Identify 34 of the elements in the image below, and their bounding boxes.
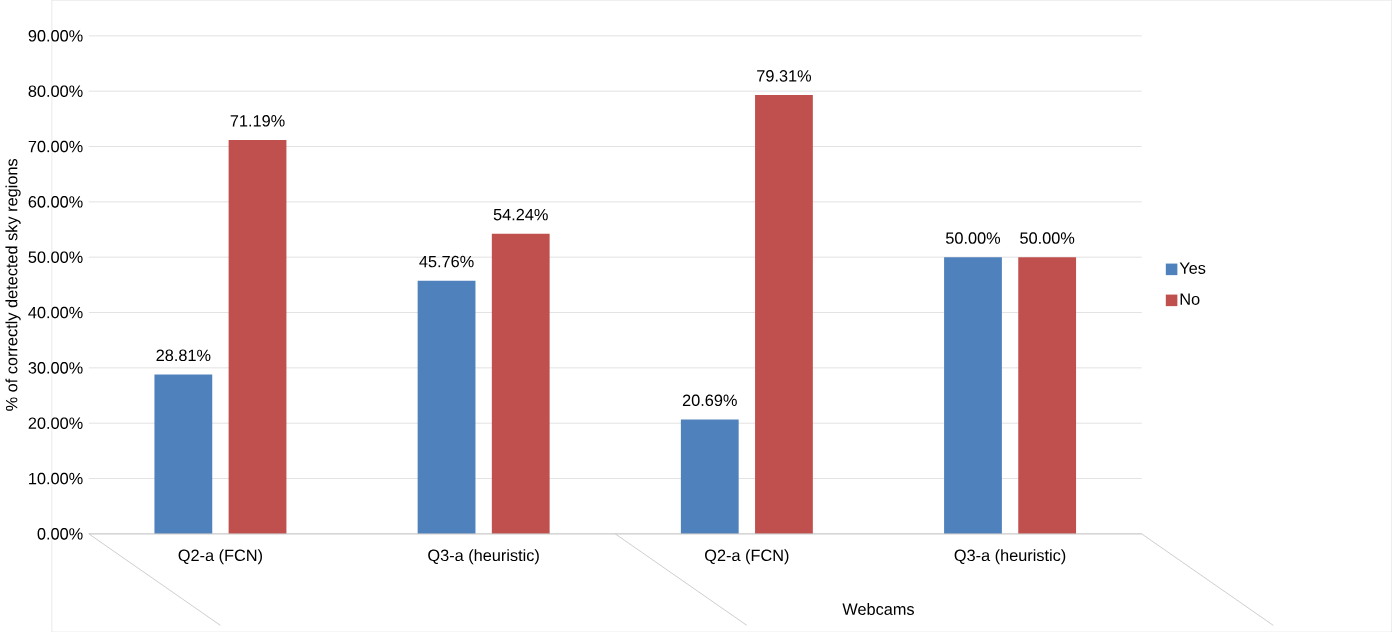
data-label: 20.69% [682, 394, 737, 406]
y-tick-label: 40.00% [28, 306, 83, 319]
bar [1018, 257, 1077, 534]
x-tick-label: Q3-a (heuristic) [954, 548, 1066, 565]
x-tick-label: Q2-a (FCN) [705, 548, 789, 565]
data-label: 50.00% [1020, 232, 1075, 244]
x-tick-label: Q2-a (FCN) [178, 548, 263, 565]
y-tick-label: 30.00% [28, 361, 83, 374]
data-label: 54.24% [493, 208, 548, 221]
bar [228, 139, 287, 534]
bar [417, 280, 476, 534]
y-tick-label: 90.00% [28, 29, 83, 42]
text: Webcams [842, 602, 914, 615]
x-tick-label: Q3-a (heuristic) [428, 548, 539, 565]
bar [680, 419, 739, 534]
bar [491, 233, 550, 534]
y-tick-label: 0.00% [37, 527, 83, 540]
y-tick-label: 50.00% [28, 251, 83, 263]
data-label: 28.81% [156, 349, 211, 361]
bar [944, 257, 1002, 534]
y-tick-label: 80.00% [28, 85, 83, 97]
y-tick-label: 60.00% [28, 195, 83, 208]
bar [755, 94, 813, 534]
data-label: 45.76% [419, 255, 474, 268]
data-label: 50.00% [945, 232, 1001, 244]
y-tick-label: 20.00% [28, 417, 83, 429]
data-label: 79.31% [757, 69, 812, 82]
legend-label: Yes [1179, 262, 1206, 274]
bar [154, 374, 213, 534]
y-tick-label: 70.00% [28, 140, 83, 153]
data-label: 71.19% [230, 114, 285, 127]
y-tick-label: 10.00% [29, 472, 83, 485]
legend-label: No [1180, 293, 1200, 305]
y-axis-title: % of correctly detected sky regions [5, 158, 21, 411]
